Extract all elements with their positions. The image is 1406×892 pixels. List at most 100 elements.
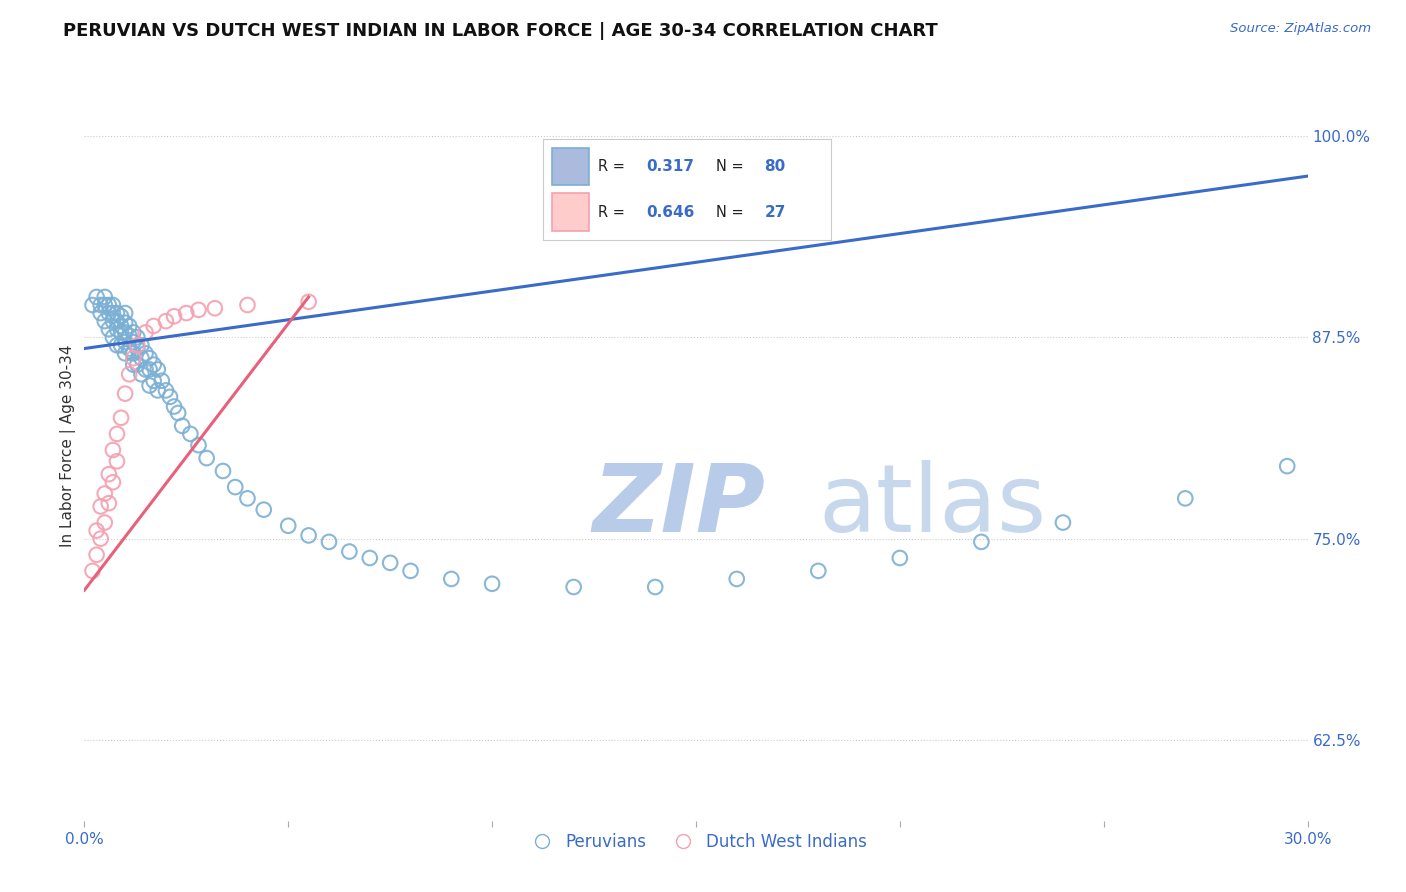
Point — [644, 580, 666, 594]
Text: atlas: atlas — [818, 460, 1046, 552]
Point — [122, 334, 145, 349]
Point — [135, 346, 157, 360]
Point — [118, 342, 141, 356]
Point — [135, 326, 157, 340]
Point — [114, 306, 136, 320]
Point — [90, 532, 112, 546]
Point — [298, 528, 321, 542]
Text: PERUVIAN VS DUTCH WEST INDIAN IN LABOR FORCE | AGE 30-34 CORRELATION CHART: PERUVIAN VS DUTCH WEST INDIAN IN LABOR F… — [63, 22, 938, 40]
Point — [127, 358, 149, 372]
Point — [481, 576, 503, 591]
Point — [138, 378, 160, 392]
Point — [114, 386, 136, 401]
Point — [339, 544, 361, 558]
Point — [179, 426, 201, 441]
Point — [318, 534, 340, 549]
Point — [101, 330, 124, 344]
Point — [1052, 516, 1074, 530]
Point — [380, 556, 402, 570]
Point — [142, 318, 165, 333]
Point — [97, 496, 120, 510]
Point — [163, 400, 186, 414]
Point — [359, 551, 381, 566]
Point — [440, 572, 463, 586]
Point — [105, 426, 128, 441]
Point — [118, 328, 141, 343]
Point — [86, 290, 108, 304]
Point — [277, 518, 299, 533]
Point — [101, 475, 124, 490]
Point — [105, 314, 128, 328]
Point — [110, 326, 132, 340]
Point — [114, 346, 136, 360]
Point — [142, 358, 165, 372]
Point — [253, 502, 276, 516]
Point — [86, 524, 108, 538]
Point — [236, 491, 259, 506]
Point — [1174, 491, 1197, 506]
Point — [135, 362, 157, 376]
Point — [807, 564, 830, 578]
Point — [114, 316, 136, 330]
Point — [127, 342, 149, 356]
Point — [399, 564, 422, 578]
Point — [86, 548, 108, 562]
Point — [174, 306, 197, 320]
Point — [725, 572, 748, 586]
Point — [122, 346, 145, 360]
Point — [122, 351, 145, 366]
Point — [105, 322, 128, 336]
Point — [97, 306, 120, 320]
Point — [1277, 459, 1299, 474]
Text: ZIP: ZIP — [592, 460, 765, 552]
Point — [224, 480, 246, 494]
Point — [212, 464, 235, 478]
Point — [101, 298, 124, 312]
Point — [110, 410, 132, 425]
Point — [122, 358, 145, 372]
Point — [110, 310, 132, 324]
Point — [101, 314, 124, 328]
Point — [90, 306, 112, 320]
Point — [122, 326, 145, 340]
Point — [90, 298, 112, 312]
Point — [131, 338, 153, 352]
Point — [110, 338, 132, 352]
Point — [159, 390, 181, 404]
Point — [97, 467, 120, 482]
Point — [90, 500, 112, 514]
Point — [93, 516, 115, 530]
Point — [562, 580, 585, 594]
Point — [101, 306, 124, 320]
Point — [97, 322, 120, 336]
Point — [93, 486, 115, 500]
Point — [105, 306, 128, 320]
Point — [118, 368, 141, 382]
Point — [187, 438, 209, 452]
Point — [138, 362, 160, 376]
Point — [93, 314, 115, 328]
Legend: Peruvians, Dutch West Indians: Peruvians, Dutch West Indians — [519, 826, 873, 857]
Point — [187, 302, 209, 317]
Point — [172, 418, 194, 433]
Point — [142, 374, 165, 388]
Point — [195, 451, 218, 466]
Point — [114, 334, 136, 349]
Point — [114, 326, 136, 340]
Point — [82, 298, 104, 312]
Point — [105, 454, 128, 468]
Point — [127, 338, 149, 352]
Point — [131, 351, 153, 366]
Point — [105, 338, 128, 352]
Point — [889, 551, 911, 566]
Point — [155, 314, 177, 328]
Point — [146, 384, 169, 398]
Point — [236, 298, 259, 312]
Text: Source: ZipAtlas.com: Source: ZipAtlas.com — [1230, 22, 1371, 36]
Point — [97, 298, 120, 312]
Point — [127, 330, 149, 344]
Point — [970, 534, 993, 549]
Point — [138, 351, 160, 366]
Point — [163, 310, 186, 324]
Point — [93, 290, 115, 304]
